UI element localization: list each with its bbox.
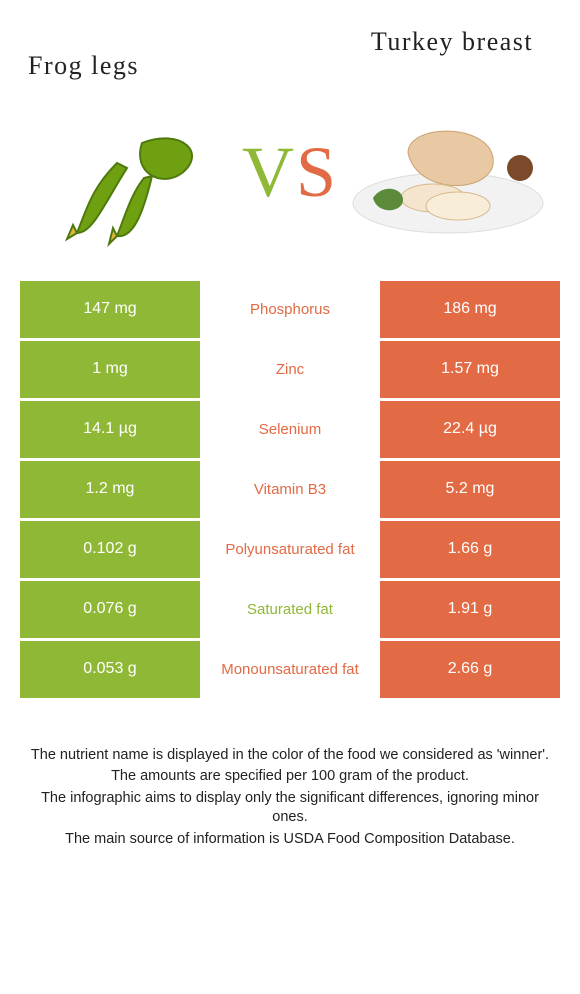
value-left: 1 mg (20, 341, 200, 398)
nutrient-label: Vitamin B3 (200, 461, 380, 518)
value-right: 1.91 g (380, 581, 560, 638)
value-right: 186 mg (380, 281, 560, 338)
nutrient-label: Monounsaturated fat (200, 641, 380, 698)
table-row: 0.102 gPolyunsaturated fat1.66 g (20, 521, 560, 578)
value-right: 22.4 µg (380, 401, 560, 458)
table-row: 0.053 gMonounsaturated fat2.66 g (20, 641, 560, 698)
value-left: 0.053 g (20, 641, 200, 698)
value-left: 147 mg (20, 281, 200, 338)
footer-line: The nutrient name is displayed in the co… (24, 746, 556, 766)
value-right: 2.66 g (380, 641, 560, 698)
value-right: 1.66 g (380, 521, 560, 578)
footer-notes: The nutrient name is displayed in the co… (0, 698, 580, 872)
value-right: 5.2 mg (380, 461, 560, 518)
value-right: 1.57 mg (380, 341, 560, 398)
value-left: 0.102 g (20, 521, 200, 578)
value-left: 1.2 mg (20, 461, 200, 518)
nutrient-label: Polyunsaturated fat (200, 521, 380, 578)
table-row: 1 mgZinc1.57 mg (20, 341, 560, 398)
vs-row: VS (0, 81, 580, 281)
footer-line: The infographic aims to display only the… (24, 789, 556, 828)
vs-label: VS (242, 131, 338, 214)
frog-legs-image (32, 98, 232, 248)
table-row: 147 mgPhosphorus186 mg (20, 281, 560, 338)
title-left: Frog legs (28, 52, 268, 81)
nutrient-table: 147 mgPhosphorus186 mg1 mgZinc1.57 mg14.… (0, 281, 580, 698)
value-left: 14.1 µg (20, 401, 200, 458)
footer-line: The main source of information is USDA F… (24, 830, 556, 850)
nutrient-label: Selenium (200, 401, 380, 458)
nutrient-label: Phosphorus (200, 281, 380, 338)
nutrient-label: Zinc (200, 341, 380, 398)
table-row: 1.2 mgVitamin B35.2 mg (20, 461, 560, 518)
footer-line: The amounts are specified per 100 gram o… (24, 767, 556, 787)
header: Frog legs Turkey breast (0, 0, 580, 81)
vs-s-letter: S (296, 131, 338, 214)
turkey-breast-image (348, 98, 548, 248)
value-left: 0.076 g (20, 581, 200, 638)
vs-v-letter: V (242, 131, 296, 214)
nutrient-label: Saturated fat (200, 581, 380, 638)
table-row: 0.076 gSaturated fat1.91 g (20, 581, 560, 638)
title-right: Turkey breast (352, 28, 552, 57)
table-row: 14.1 µgSelenium22.4 µg (20, 401, 560, 458)
